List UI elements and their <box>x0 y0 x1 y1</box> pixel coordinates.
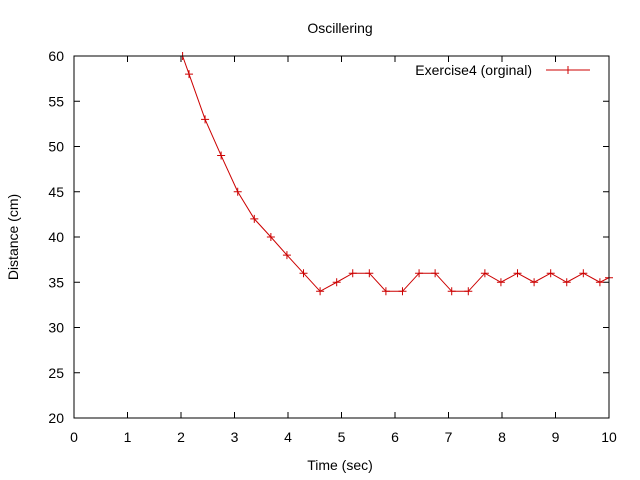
data-point-0-17 <box>447 287 456 296</box>
data-point-0-8 <box>299 269 308 278</box>
y-tick-label-20: 20 <box>48 410 64 426</box>
data-point-0-22 <box>530 278 539 287</box>
x-tick-label-7: 7 <box>445 429 453 445</box>
data-point-0-6 <box>266 233 275 241</box>
x-tick-label-10: 10 <box>601 429 617 445</box>
x-tick-label-3: 3 <box>231 429 239 445</box>
data-point-0-21 <box>513 269 522 278</box>
chart-title: Oscillering <box>307 20 372 36</box>
data-point-0-25 <box>579 269 588 278</box>
data-point-0-18 <box>464 287 473 296</box>
series-line-0 <box>182 55 610 292</box>
x-axis-title: Time (sec) <box>307 457 373 473</box>
data-point-0-16 <box>431 269 440 278</box>
x-tick-label-6: 6 <box>391 429 399 445</box>
y-tick-label-45: 45 <box>48 184 64 200</box>
y-tick-label-50: 50 <box>48 139 64 155</box>
data-point-0-15 <box>415 269 424 278</box>
y-axis-title: Distance (cm) <box>5 194 21 280</box>
x-tick-label-8: 8 <box>498 429 506 445</box>
data-point-0-1 <box>185 70 194 79</box>
y-tick-label-60: 60 <box>48 48 64 64</box>
data-point-0-23 <box>546 269 555 278</box>
x-tick-label-2: 2 <box>177 429 185 445</box>
data-point-0-7 <box>282 251 291 260</box>
data-point-0-5 <box>250 214 259 223</box>
data-point-0-26 <box>595 278 604 287</box>
data-point-0-9 <box>316 287 325 296</box>
y-tick-label-40: 40 <box>48 229 64 245</box>
data-point-0-2 <box>201 115 210 124</box>
y-tick-label-25: 25 <box>48 365 64 381</box>
data-point-0-12 <box>365 269 374 278</box>
y-tick-label-55: 55 <box>48 93 64 109</box>
x-tick-label-4: 4 <box>284 429 292 445</box>
x-tick-label-9: 9 <box>552 429 560 445</box>
data-point-0-20 <box>496 278 505 287</box>
x-tick-label-5: 5 <box>338 429 346 445</box>
x-tick-label-0: 0 <box>70 429 78 445</box>
x-tick-label-1: 1 <box>124 429 132 445</box>
data-point-0-14 <box>398 287 407 296</box>
data-point-0-4 <box>233 187 242 196</box>
data-point-0-3 <box>217 151 226 160</box>
y-tick-label-30: 30 <box>48 320 64 336</box>
series-layer <box>178 52 613 296</box>
data-point-0-11 <box>348 269 357 278</box>
legend-marker-sample <box>564 66 572 74</box>
y-tick-label-35: 35 <box>48 274 64 290</box>
plot-frame <box>73 55 610 419</box>
data-point-0-10 <box>332 278 341 287</box>
data-point-0-13 <box>381 287 390 296</box>
legend-label: Exercise4 (orginal) <box>415 62 532 78</box>
data-point-0-24 <box>562 278 571 287</box>
legend: Exercise4 (orginal) <box>415 62 590 78</box>
data-point-0-19 <box>480 269 489 278</box>
